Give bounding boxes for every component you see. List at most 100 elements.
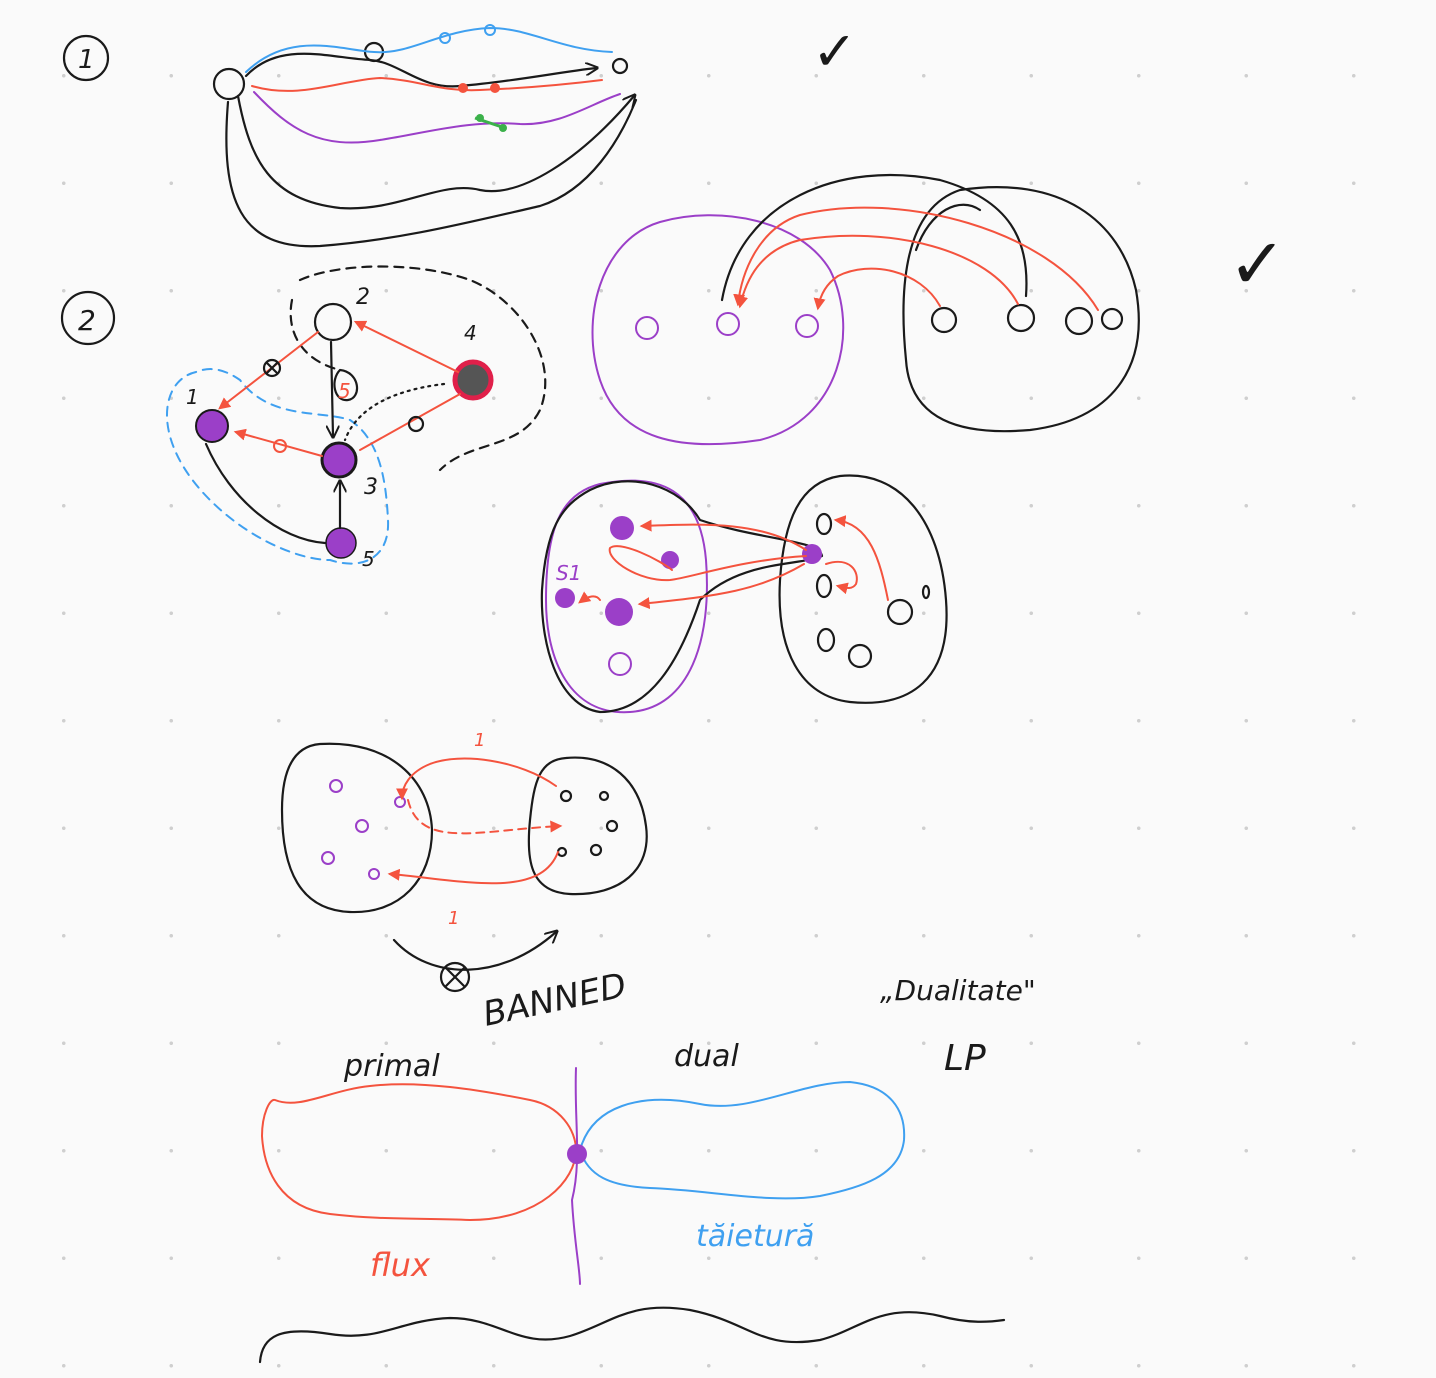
capacity-top: 1 bbox=[474, 730, 485, 751]
primal-label: primal bbox=[343, 1049, 440, 1084]
red-arc bbox=[833, 515, 889, 601]
step-two-circle bbox=[60, 290, 116, 346]
purple-node bbox=[355, 819, 369, 833]
dual-region bbox=[579, 1081, 906, 1200]
path-black-outer bbox=[225, 98, 638, 248]
black-node bbox=[886, 598, 914, 626]
black-node bbox=[921, 584, 931, 600]
blocked-cross bbox=[265, 361, 279, 375]
green-dot bbox=[476, 114, 484, 122]
path-purple bbox=[253, 91, 621, 144]
s1-label: S1 bbox=[556, 561, 581, 585]
black-node bbox=[1064, 306, 1094, 336]
red-arc bbox=[637, 563, 805, 610]
black-node bbox=[815, 512, 833, 536]
section-one: 1 ✓ bbox=[62, 20, 857, 248]
purple-node bbox=[321, 851, 335, 865]
blue-dashed-cut bbox=[166, 368, 390, 565]
black-node bbox=[1100, 307, 1124, 331]
bipartite-middle: S1 bbox=[540, 474, 948, 714]
purple-node bbox=[368, 868, 380, 880]
red-arc-bottom bbox=[387, 851, 559, 885]
banned-arrow bbox=[392, 932, 556, 971]
dual-label: dual bbox=[674, 1039, 739, 1074]
edge-4-3-dotted bbox=[343, 382, 446, 442]
primal-region bbox=[261, 1083, 577, 1221]
blue-dot bbox=[439, 32, 451, 44]
step-one-circle bbox=[62, 34, 110, 82]
bipartite-top: ✓ bbox=[591, 173, 1287, 446]
lp-label: LP bbox=[944, 1038, 986, 1079]
purple-node bbox=[795, 314, 819, 338]
green-dot bbox=[499, 124, 507, 132]
path-blue bbox=[245, 27, 613, 73]
red-arc-dashed bbox=[407, 799, 563, 835]
purple-node bbox=[635, 316, 659, 340]
sink-node bbox=[611, 57, 629, 75]
black-node bbox=[1006, 303, 1036, 333]
black-dashed-region bbox=[298, 265, 547, 472]
path-black-low bbox=[236, 96, 634, 210]
black-node bbox=[556, 846, 568, 858]
right-set bbox=[527, 756, 648, 896]
flux-label: flux bbox=[370, 1246, 431, 1284]
black-set bbox=[902, 186, 1140, 433]
capacity-label: 5 bbox=[338, 379, 351, 403]
purple-node bbox=[661, 551, 679, 569]
wave-line bbox=[258, 1306, 1006, 1364]
red-dot bbox=[490, 83, 500, 93]
red-arc bbox=[825, 561, 858, 595]
cut-diagram: 1 1 BANNED bbox=[280, 730, 648, 1035]
blue-dot bbox=[484, 24, 496, 36]
node-2-label: 2 bbox=[356, 285, 370, 310]
purple-node bbox=[608, 652, 632, 676]
purple-node bbox=[716, 312, 740, 336]
source-node bbox=[212, 67, 246, 101]
duality-section: „Dualitate" LP primal dual flux tăietură bbox=[258, 974, 1036, 1364]
black-node bbox=[847, 643, 873, 669]
black-node bbox=[930, 306, 958, 334]
node-1-label: 1 bbox=[186, 385, 199, 409]
red-arc bbox=[813, 267, 941, 311]
edge-1-5 bbox=[204, 442, 327, 545]
banned-cross bbox=[444, 966, 466, 988]
purple-node bbox=[394, 796, 406, 808]
blocked-mark bbox=[407, 415, 425, 433]
checkmark-top: ✓ bbox=[812, 20, 857, 83]
red-arc bbox=[736, 234, 1019, 309]
cut-line bbox=[571, 1067, 581, 1285]
black-node bbox=[605, 819, 619, 833]
edge-2-3 bbox=[331, 340, 333, 436]
checkmark-right: ✓ bbox=[1228, 223, 1287, 305]
red-arc bbox=[608, 545, 807, 582]
node-4 bbox=[452, 359, 494, 401]
path-black-top bbox=[244, 52, 596, 88]
node-5-label: 5 bbox=[362, 547, 375, 571]
edge-3-1 bbox=[233, 428, 323, 457]
black-node bbox=[815, 573, 833, 599]
node-3-label: 3 bbox=[364, 475, 378, 500]
step-one-label: 1 bbox=[78, 45, 95, 75]
blocked-mark bbox=[262, 358, 282, 378]
capacity-bottom: 1 bbox=[448, 908, 459, 929]
left-set bbox=[280, 742, 434, 914]
banned-mark bbox=[439, 961, 471, 993]
black-node bbox=[598, 790, 610, 802]
red-dot bbox=[458, 83, 468, 93]
node-1 bbox=[195, 409, 229, 443]
section-two-graph: 2 1 2 3 4 5 5 bbox=[60, 265, 547, 571]
node-3 bbox=[320, 441, 358, 479]
node-5 bbox=[325, 527, 357, 559]
red-arc bbox=[733, 206, 1099, 311]
red-dot bbox=[273, 439, 287, 453]
black-link bbox=[914, 203, 982, 252]
taietura-label: tăietură bbox=[696, 1219, 814, 1254]
edge-4-2 bbox=[353, 320, 459, 373]
purple-node bbox=[605, 598, 633, 626]
black-node bbox=[559, 789, 573, 803]
dualitate-label: „Dualitate" bbox=[880, 974, 1036, 1007]
purple-node bbox=[610, 516, 634, 540]
cut-point bbox=[567, 1144, 587, 1164]
purple-node bbox=[329, 779, 343, 793]
